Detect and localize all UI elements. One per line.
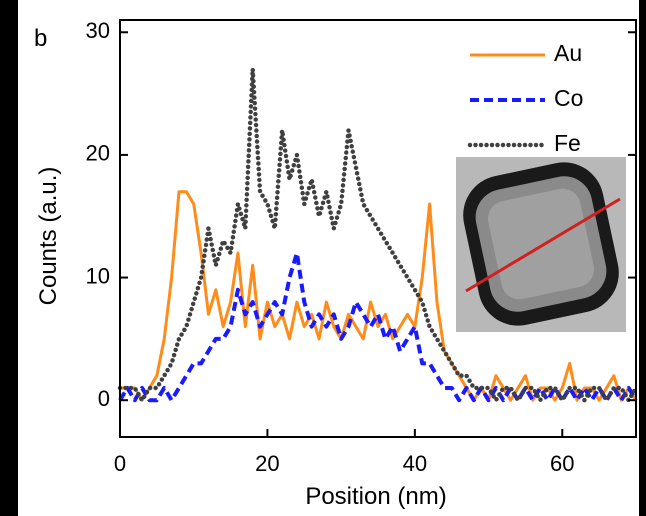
left-border xyxy=(0,0,18,516)
plot-frame xyxy=(119,19,637,438)
y-tick-label: 0 xyxy=(98,386,110,411)
legend-label: Au xyxy=(554,40,582,66)
panel-label: b xyxy=(34,25,47,52)
y-tick-label: 30 xyxy=(86,18,110,43)
x-tick-label: 20 xyxy=(255,451,279,476)
x-axis-label: Position (nm) xyxy=(305,483,446,510)
line-series xyxy=(117,66,639,403)
y-tick-label: 20 xyxy=(86,141,110,166)
legend-label: Co xyxy=(554,85,583,111)
line-series xyxy=(120,190,638,402)
inset-image xyxy=(456,157,626,332)
x-tick-label: 60 xyxy=(550,451,574,476)
y-tick-label: 10 xyxy=(86,263,110,288)
y-axis-label: Counts (a.u.) xyxy=(35,167,62,306)
x-tick-label: 40 xyxy=(403,451,427,476)
line-series xyxy=(118,251,638,403)
legend-label: Fe xyxy=(554,130,581,156)
right-border xyxy=(639,0,646,516)
x-tick-label: 0 xyxy=(114,451,126,476)
